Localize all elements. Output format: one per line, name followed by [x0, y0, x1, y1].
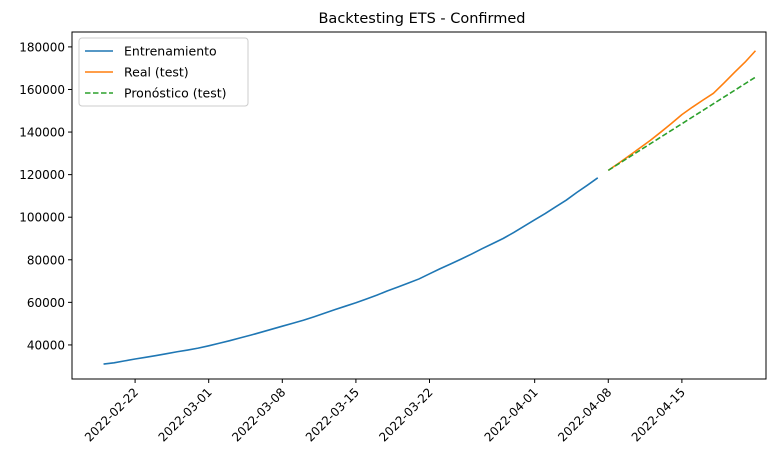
x-tick-label: 2022-03-15 [303, 385, 362, 444]
x-tick-label: 2022-04-08 [555, 385, 614, 444]
legend-box [78, 37, 249, 107]
x-tick-label: 2022-02-22 [82, 385, 141, 444]
legend-entry-label: Pronóstico (test) [124, 86, 227, 101]
y-tick-label: 160000 [19, 83, 65, 97]
chart-title: Backtesting ETS - Confirmed [318, 11, 525, 27]
x-tick-label: 2022-03-08 [229, 385, 288, 444]
x-tick-label: 2022-03-22 [376, 385, 435, 444]
x-tick-label: 2022-04-15 [629, 385, 688, 444]
y-tick-label: 40000 [27, 338, 65, 352]
y-tick-label: 60000 [27, 296, 65, 310]
series-line [607, 50, 757, 172]
y-tick-label: 120000 [19, 168, 65, 182]
series-layer [103, 50, 757, 365]
series-line [607, 76, 756, 172]
plot-area [71, 31, 767, 380]
y-tick-label: 140000 [19, 126, 65, 140]
legend-entry-label: Real (test) [124, 65, 189, 80]
y-tick-label: 80000 [27, 253, 65, 267]
legend: Entrenamiento Real (test) Pronóstico (test… [78, 37, 249, 107]
legend-entry-label: Entrenamiento [124, 44, 217, 59]
x-axis: 2022-02-22 2022-03-01 2022-03-08 2022-03-15… [82, 379, 688, 444]
x-tick-label: 2022-03-01 [156, 385, 215, 444]
y-tick-label: 180000 [19, 40, 65, 54]
y-axis: 40000 60000 80000 100000 120000 140000 160000 1… [19, 40, 72, 352]
x-tick-label: 2022-04-01 [482, 385, 541, 444]
y-tick-label: 100000 [19, 211, 65, 225]
series-line [103, 177, 599, 365]
